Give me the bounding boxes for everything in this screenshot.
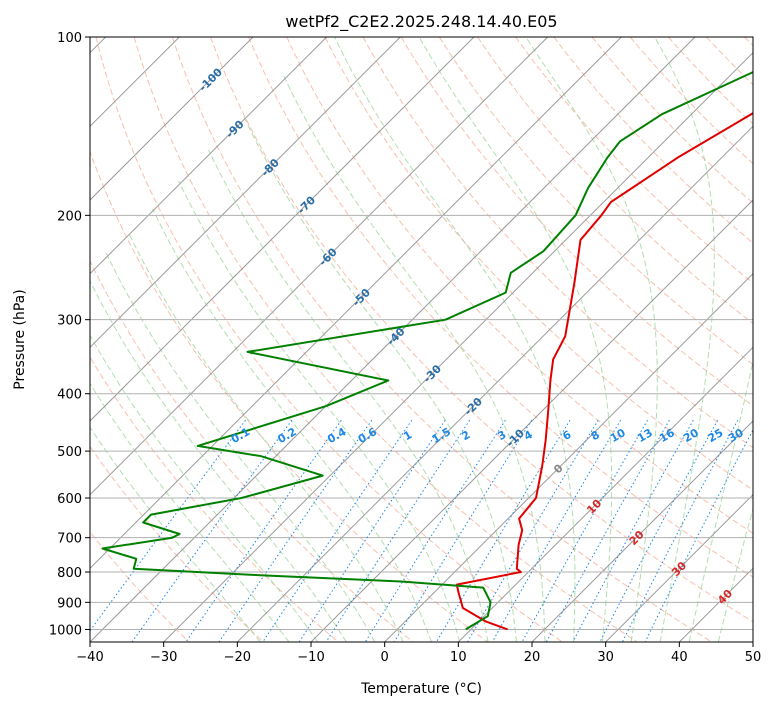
isotherm-line	[310, 199, 753, 642]
isotherm-line	[90, 37, 549, 496]
x-tick-label: 0	[381, 650, 389, 665]
dry-adiabat	[515, 37, 753, 284]
dry-adiabat	[90, 531, 190, 642]
axes: −40 −30 −20 −10 0 10 20 30 40 50 100 200 300 400 500 60…	[49, 31, 761, 665]
moist-adiabat	[525, 37, 658, 642]
mixing-ratio-line	[621, 419, 739, 642]
mixing-ratio-line	[325, 419, 471, 642]
isotherm-line	[384, 272, 753, 642]
moist-adiabat	[178, 180, 461, 642]
dry-adiabat	[400, 37, 753, 407]
dry-adiabat	[133, 37, 638, 642]
x-tick-label: −40	[76, 650, 103, 665]
mixing-ratio-line	[435, 419, 571, 642]
profile-lines	[101, 71, 753, 631]
dry-adiabat	[362, 37, 753, 449]
moist-adiabat	[242, 113, 517, 642]
mixing-ratio-line	[644, 429, 753, 642]
y-tick-label: 500	[57, 445, 82, 460]
moist-adiabat	[128, 233, 404, 642]
dry-adiabat	[248, 37, 753, 578]
y-tick-label: 200	[57, 209, 82, 224]
isotherm-line	[90, 37, 254, 201]
x-tick-label: 10	[450, 650, 467, 665]
moist-adiabat	[688, 358, 753, 642]
x-tick-label: −10	[297, 650, 324, 665]
isotherm-line	[531, 420, 753, 642]
x-tick-label: −30	[150, 650, 177, 665]
plot-frame	[89, 36, 754, 643]
y-tick-label: 400	[57, 388, 82, 403]
y-tick-label: 800	[57, 566, 82, 581]
isotherm-line	[90, 37, 328, 275]
moist-adiabat	[334, 37, 576, 642]
isotherm-line	[457, 346, 753, 642]
mixing-ratio-line	[185, 419, 342, 642]
moist-adiabat	[104, 251, 376, 642]
isotherm-line	[90, 37, 401, 349]
isotherm-line	[90, 37, 475, 422]
dry-adiabat	[591, 37, 753, 204]
y-tick-label: 1000	[49, 623, 82, 638]
mixing-ratio-line	[521, 419, 649, 642]
dry-adiabat	[90, 445, 264, 642]
y-axis-title: Pressure (hPa)	[12, 289, 28, 389]
moist-adiabat	[654, 37, 715, 642]
x-tick-label: 20	[524, 650, 541, 665]
plot-area	[90, 37, 753, 642]
moist-adiabat	[152, 208, 432, 642]
y-tick-label: 600	[57, 492, 82, 507]
dry-adiabat	[90, 259, 414, 642]
y-tick-label: 700	[57, 532, 82, 547]
mixing-ratio-line	[491, 419, 622, 642]
x-tick-label: 50	[745, 650, 762, 665]
y-tick-label: 300	[57, 314, 82, 329]
isotherm-line	[90, 37, 696, 642]
x-tick-label: −20	[224, 650, 251, 665]
moist-adiabat	[90, 382, 290, 642]
dry-adiabat	[477, 37, 753, 325]
isotherm-line	[605, 493, 753, 642]
moist-adiabat	[90, 279, 347, 642]
moist-adiabat	[281, 72, 546, 642]
mixing-ratio-line	[218, 419, 373, 642]
isotherm-line	[752, 641, 753, 642]
chart-title: wetPf2_C2E2.2025.248.14.40.E05	[285, 12, 557, 32]
isotherm-line	[163, 51, 753, 642]
y-tick-label: 100	[57, 31, 82, 46]
dry-adiabat	[171, 37, 712, 642]
mixing-ratio-line	[298, 419, 446, 642]
dry-adiabat	[90, 356, 339, 642]
y-tick-label: 900	[57, 596, 82, 611]
x-tick-label: 30	[597, 650, 614, 665]
x-axis-title: Temperature (°C)	[360, 681, 482, 697]
dry-adiabat	[438, 37, 753, 366]
x-tick-label: 40	[671, 650, 688, 665]
dry-adiabat	[95, 37, 563, 642]
isotherm-line	[236, 125, 753, 642]
moist-adiabat	[418, 37, 613, 642]
dry-adiabat	[210, 37, 753, 623]
dewpoint-profile	[101, 71, 753, 631]
mixing-ratio-line	[262, 419, 413, 642]
dry-adiabat	[629, 37, 753, 165]
mixing-ratio-line	[467, 419, 599, 642]
mixing-ratio-line	[131, 419, 293, 642]
